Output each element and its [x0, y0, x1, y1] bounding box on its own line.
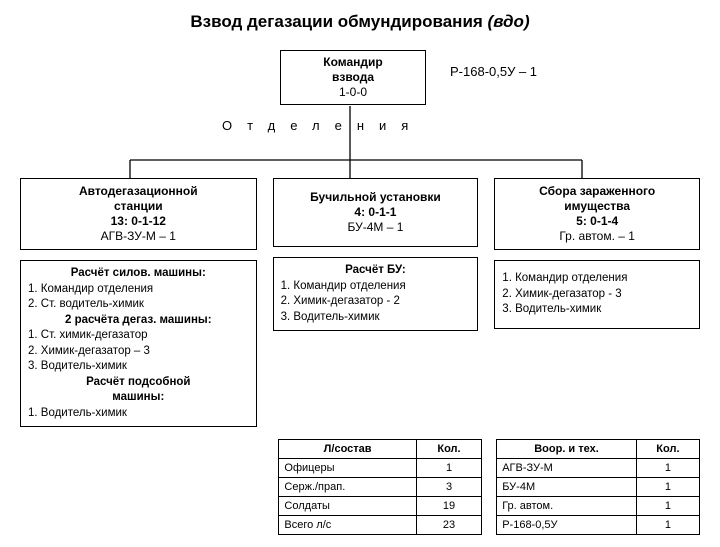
radio-label: Р-168-0,5У – 1: [450, 64, 537, 79]
d3-r2: 2. Химик-дегазатор - 3: [502, 287, 692, 303]
detail-1: Расчёт силов. машины: 1. Командир отделе…: [20, 260, 257, 427]
d1-h1: Расчёт силов. машины:: [28, 266, 249, 282]
d3-r3: 3. Водитель-химик: [502, 302, 692, 318]
d1-r2: 2. Ст. водитель-химик: [28, 297, 249, 313]
d1-r1: 1. Командир отделения: [28, 282, 249, 298]
unit-3-box: Сбора зараженного имущества 5: 0-1-4 Гр.…: [494, 178, 700, 250]
u2-l3: БУ-4М – 1: [347, 220, 403, 234]
commander-box: Командир взвода 1-0-0: [280, 50, 426, 105]
u1-l2: станции: [114, 199, 163, 213]
u3-l4: Гр. автом. – 1: [559, 229, 635, 243]
table-cell: Солдаты: [279, 497, 416, 516]
table-cell: БУ-4М: [497, 478, 637, 497]
tables-wrap: Л/составКол. Офицеры1Серж./прап.3Солдаты…: [278, 439, 700, 535]
col-1: Автодегазационной станции 13: 0-1-12 АГВ…: [20, 178, 257, 427]
d2-r3: 3. Водитель-химик: [281, 310, 471, 326]
table-cell: 19: [416, 497, 481, 516]
d1-h3b: машины:: [28, 390, 249, 406]
title-plain: Взвод дегазации обмундирования: [190, 12, 487, 31]
table-cell: Гр. автом.: [497, 497, 637, 516]
d1-r3: 1. Ст. химик-дегазатор: [28, 328, 249, 344]
spaced-word: Отделения: [222, 118, 423, 133]
t1-h2: Кол.: [416, 440, 481, 459]
d2-r1: 1. Командир отделения: [281, 279, 471, 295]
d1-r6: 1. Водитель-химик: [28, 406, 249, 422]
table-cell: 1: [416, 459, 481, 478]
table-cell: АГВ-ЗУ-М: [497, 459, 637, 478]
u3-l1: Сбора зараженного: [539, 184, 655, 198]
detail-3: 1. Командир отделения 2. Химик-дегазатор…: [494, 260, 700, 329]
d1-r5: 3. Водитель-химик: [28, 359, 249, 375]
u1-l3: 13: 0-1-12: [111, 214, 166, 228]
columns: Автодегазационной станции 13: 0-1-12 АГВ…: [20, 178, 700, 427]
d1-h3: Расчёт подсобной: [28, 375, 249, 391]
unit-1-box: Автодегазационной станции 13: 0-1-12 АГВ…: [20, 178, 257, 250]
t2-h2: Кол.: [636, 440, 699, 459]
col-2: Бучильной установки 4: 0-1-1 БУ-4М – 1 Р…: [273, 178, 479, 427]
col-3: Сбора зараженного имущества 5: 0-1-4 Гр.…: [494, 178, 700, 427]
bottom-row: Л/составКол. Офицеры1Серж./прап.3Солдаты…: [20, 427, 700, 535]
page-title: Взвод дегазации обмундирования (вдо): [20, 12, 700, 32]
d2-h1: Расчёт БУ:: [281, 263, 471, 279]
u3-l3: 5: 0-1-4: [576, 214, 618, 228]
u2-l2: 4: 0-1-1: [354, 205, 396, 219]
u3-l2: имущества: [564, 199, 630, 213]
t1-h1: Л/состав: [279, 440, 416, 459]
personnel-table: Л/составКол. Офицеры1Серж./прап.3Солдаты…: [278, 439, 482, 535]
t2-h1: Воор. и тех.: [497, 440, 637, 459]
detail-2: Расчёт БУ: 1. Командир отделения 2. Хими…: [273, 257, 479, 331]
u1-l4: АГВ-ЗУ-М – 1: [101, 229, 176, 243]
table-cell: 1: [636, 459, 699, 478]
table-cell: Офицеры: [279, 459, 416, 478]
table-cell: Р-168-0,5У: [497, 516, 637, 535]
equipment-table: Воор. и тех.Кол. АГВ-ЗУ-М1БУ-4М1Гр. авто…: [496, 439, 700, 535]
u2-l1: Бучильной установки: [310, 190, 441, 204]
d1-r4: 2. Химик-дегазатор – 3: [28, 344, 249, 360]
commander-l3: 1-0-0: [339, 85, 367, 99]
table-cell: 1: [636, 516, 699, 535]
table-cell: 1: [636, 478, 699, 497]
d2-r2: 2. Химик-дегазатор - 2: [281, 294, 471, 310]
unit-2-box: Бучильной установки 4: 0-1-1 БУ-4М – 1: [273, 178, 479, 247]
table-cell: 3: [416, 478, 481, 497]
table-cell: 23: [416, 516, 481, 535]
title-italic: (вдо): [488, 12, 530, 31]
top-row: Командир взвода 1-0-0 Р-168-0,5У – 1 Отд…: [20, 50, 700, 128]
commander-l2: взвода: [332, 70, 374, 84]
table-cell: Серж./прап.: [279, 478, 416, 497]
d3-r1: 1. Командир отделения: [502, 271, 692, 287]
commander-l1: Командир: [323, 55, 382, 69]
table-cell: 1: [636, 497, 699, 516]
d1-h2: 2 расчёта дегаз. машины:: [28, 313, 249, 329]
table-cell: Всего л/с: [279, 516, 416, 535]
u1-l1: Автодегазационной: [79, 184, 198, 198]
